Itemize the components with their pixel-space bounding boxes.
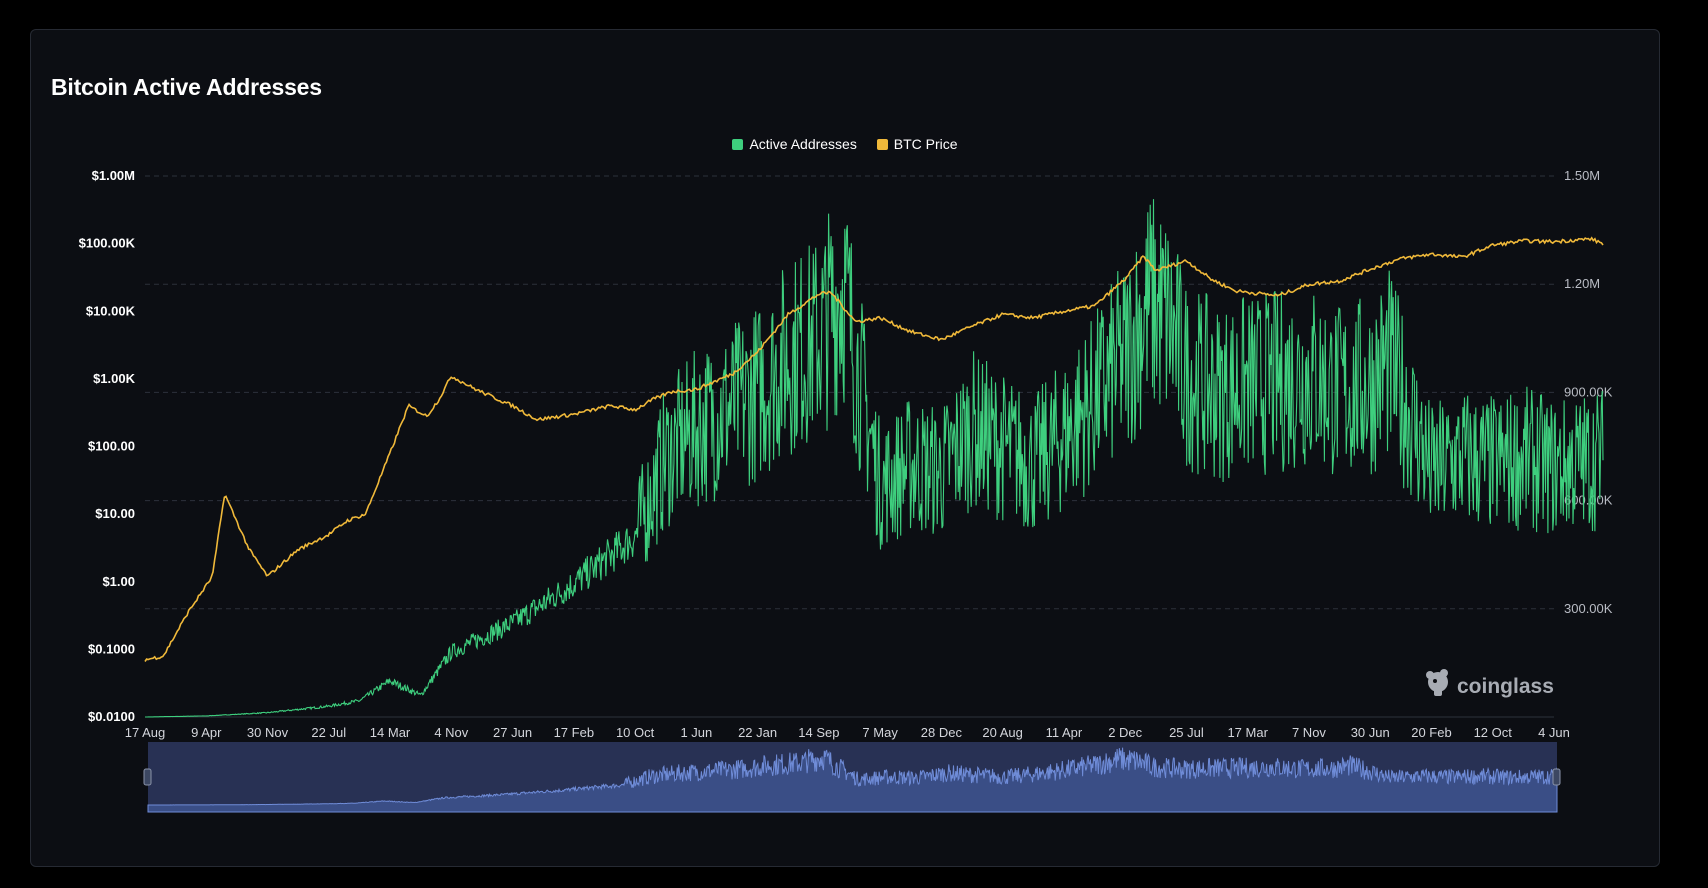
legend-swatch-active-addresses [732,138,744,150]
legend: Active Addresses BTC Price [31,136,1659,153]
y-left-tick-label: $10.00K [86,303,136,318]
y-left-tick-label: $0.0100 [88,709,135,724]
x-tick-label: 10 Oct [616,725,655,740]
x-tick-label: 30 Jun [1351,725,1390,740]
x-tick-label: 17 Mar [1227,725,1268,740]
navigator-area [147,747,1558,813]
y-right-tick-label: 300.00K [1564,601,1613,616]
y-left-tick-label: $0.1000 [88,641,135,656]
y-axis-right: 300.00K 600.00K 900.00K 1.20M 1.50M [1564,168,1613,616]
y-left-tick-label: $10.00 [95,506,135,521]
x-tick-label: 7 May [862,725,898,740]
legend-item-active-addresses[interactable]: Active Addresses [732,136,857,152]
x-tick-label: 20 Feb [1411,725,1451,740]
x-tick-label: 9 Apr [191,725,222,740]
x-tick-label: 12 Oct [1474,725,1513,740]
y-left-tick-label: $100.00 [88,439,135,454]
y-axis-left: $0.0100 $0.1000 $1.00 $10.00 $100.00 $1.00K $1… [79,168,136,724]
x-tick-label: 20 Aug [982,725,1023,740]
x-tick-label: 17 Feb [554,725,594,740]
y-right-tick-label: 900.00K [1564,384,1613,399]
legend-label-btc-price: BTC Price [893,136,958,152]
x-tick-label: 2 Dec [1108,725,1142,740]
y-left-tick-label: $1.00M [92,168,135,183]
x-tick-label: 14 Mar [370,725,411,740]
x-tick-label: 30 Nov [247,725,289,740]
legend-swatch-btc-price [876,138,888,150]
y-left-tick-label: $1.00 [102,574,135,589]
x-tick-label: 22 Jul [311,725,346,740]
y-right-tick-label: 1.50M [1564,168,1600,183]
range-navigator[interactable] [143,742,1561,813]
navigator-handle-right[interactable] [1552,768,1561,786]
navigator-handle-left[interactable] [143,768,152,786]
y-left-tick-label: $100.00K [79,236,136,251]
chart-title: Bitcoin Active Addresses [51,74,322,100]
y-right-tick-label: 600.00K [1564,493,1613,508]
series-line-active-addresses [145,199,1604,718]
x-tick-label: 22 Jan [738,725,777,740]
x-tick-label: 27 Jun [493,725,532,740]
y-left-tick-label: $1.00K [93,371,136,386]
x-tick-label: 14 Sep [798,725,839,740]
x-tick-label: 1 Jun [680,725,712,740]
x-tick-label: 7 Nov [1292,725,1326,740]
x-tick-label: 4 Nov [434,725,468,740]
coinglass-logo-icon [1426,669,1448,696]
y-right-tick-label: 1.20M [1564,276,1600,291]
x-tick-label: 28 Dec [921,725,963,740]
x-tick-label: 4 Jun [1538,725,1570,740]
chart-card: Bitcoin Active Addresses Active Addresse… [30,29,1660,867]
x-tick-label: 25 Jul [1169,725,1204,740]
legend-item-btc-price[interactable]: BTC Price [876,136,958,152]
legend-label-active-addresses: Active Addresses [749,136,857,152]
x-tick-label: 17 Aug [125,725,166,740]
watermark-brand: coinglass [1457,675,1554,698]
series-line-btc-price [144,236,1604,662]
x-tick-label: 11 Apr [1046,725,1083,740]
watermark: coinglass [1426,669,1554,698]
x-axis: 17 Aug 9 Apr 30 Nov 22 Jul 14 Mar 4 Nov 27 Jun… [125,725,1570,740]
